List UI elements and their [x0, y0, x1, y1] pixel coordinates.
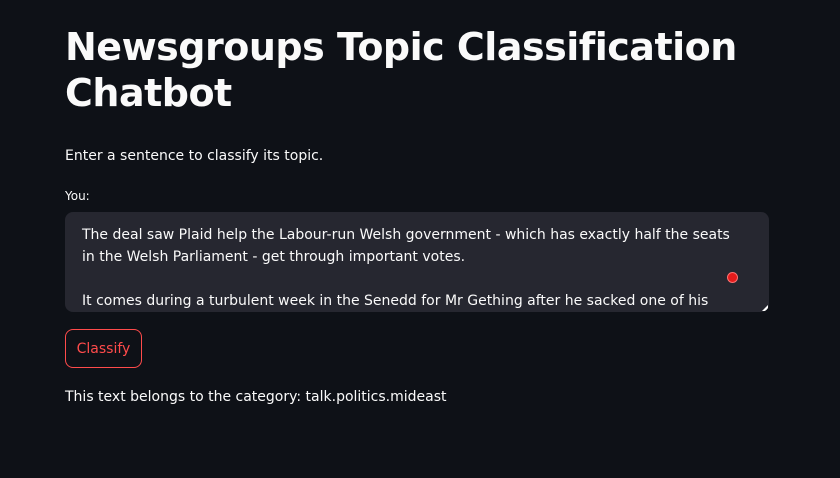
page-title: Newsgroups Topic Classification Chatbot [65, 24, 769, 116]
classify-button[interactable]: Classify [65, 329, 142, 368]
sentence-textarea-value[interactable]: The deal saw Plaid help the Labour-run W… [82, 224, 747, 312]
input-label: You: [65, 187, 90, 205]
page-subtitle: Enter a sentence to classify its topic. [65, 146, 323, 166]
record-dot-icon [727, 272, 738, 283]
sentence-textarea[interactable]: The deal saw Plaid help the Labour-run W… [65, 212, 769, 312]
resize-handle-icon[interactable] [762, 305, 768, 311]
classification-result: This text belongs to the category: talk.… [65, 387, 447, 407]
